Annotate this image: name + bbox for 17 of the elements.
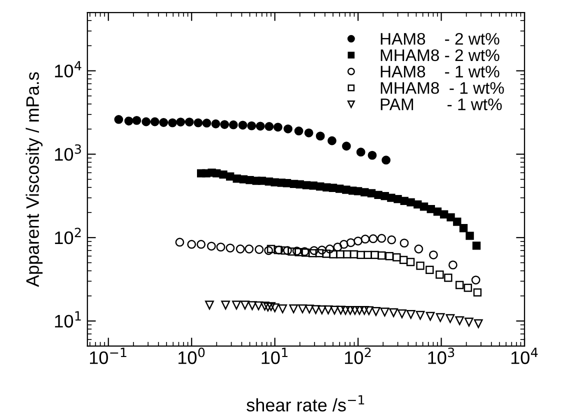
legend-label: MHAM8 - 2 wt% xyxy=(380,49,500,62)
y-axis-title: Apparent Viscosity / mPa.s xyxy=(26,72,43,287)
x-tick-label: 10$^{4}$ xyxy=(511,348,538,364)
x-tick-label: 10$^{1}$ xyxy=(262,348,288,364)
y-tick-label: 10$^{2}$ xyxy=(55,228,81,244)
y-tick-label: 10$^{3}$ xyxy=(55,144,81,161)
x-tick-label: 10$^{0}$ xyxy=(178,348,205,364)
y-tick-label: 10$^{4}$ xyxy=(55,61,82,78)
y-tick-label: 10$^{1}$ xyxy=(55,311,81,328)
x-tick-label: 10$^{2}$ xyxy=(344,348,371,364)
x-tick-label: 10$^{3}$ xyxy=(428,348,454,364)
x-axis-title: shear rate /s$^{−1}$ xyxy=(246,395,364,412)
legend-label: HAM8 - 2 wt% xyxy=(380,32,500,45)
x-tick-label: 10$^{−1}$ xyxy=(90,348,126,364)
legend-label: HAM8 - 1 wt% xyxy=(380,66,500,78)
legend-label: MHAM8 - 1 wt% xyxy=(380,82,504,94)
legend-label: PAM - 1 wt% xyxy=(380,98,502,110)
